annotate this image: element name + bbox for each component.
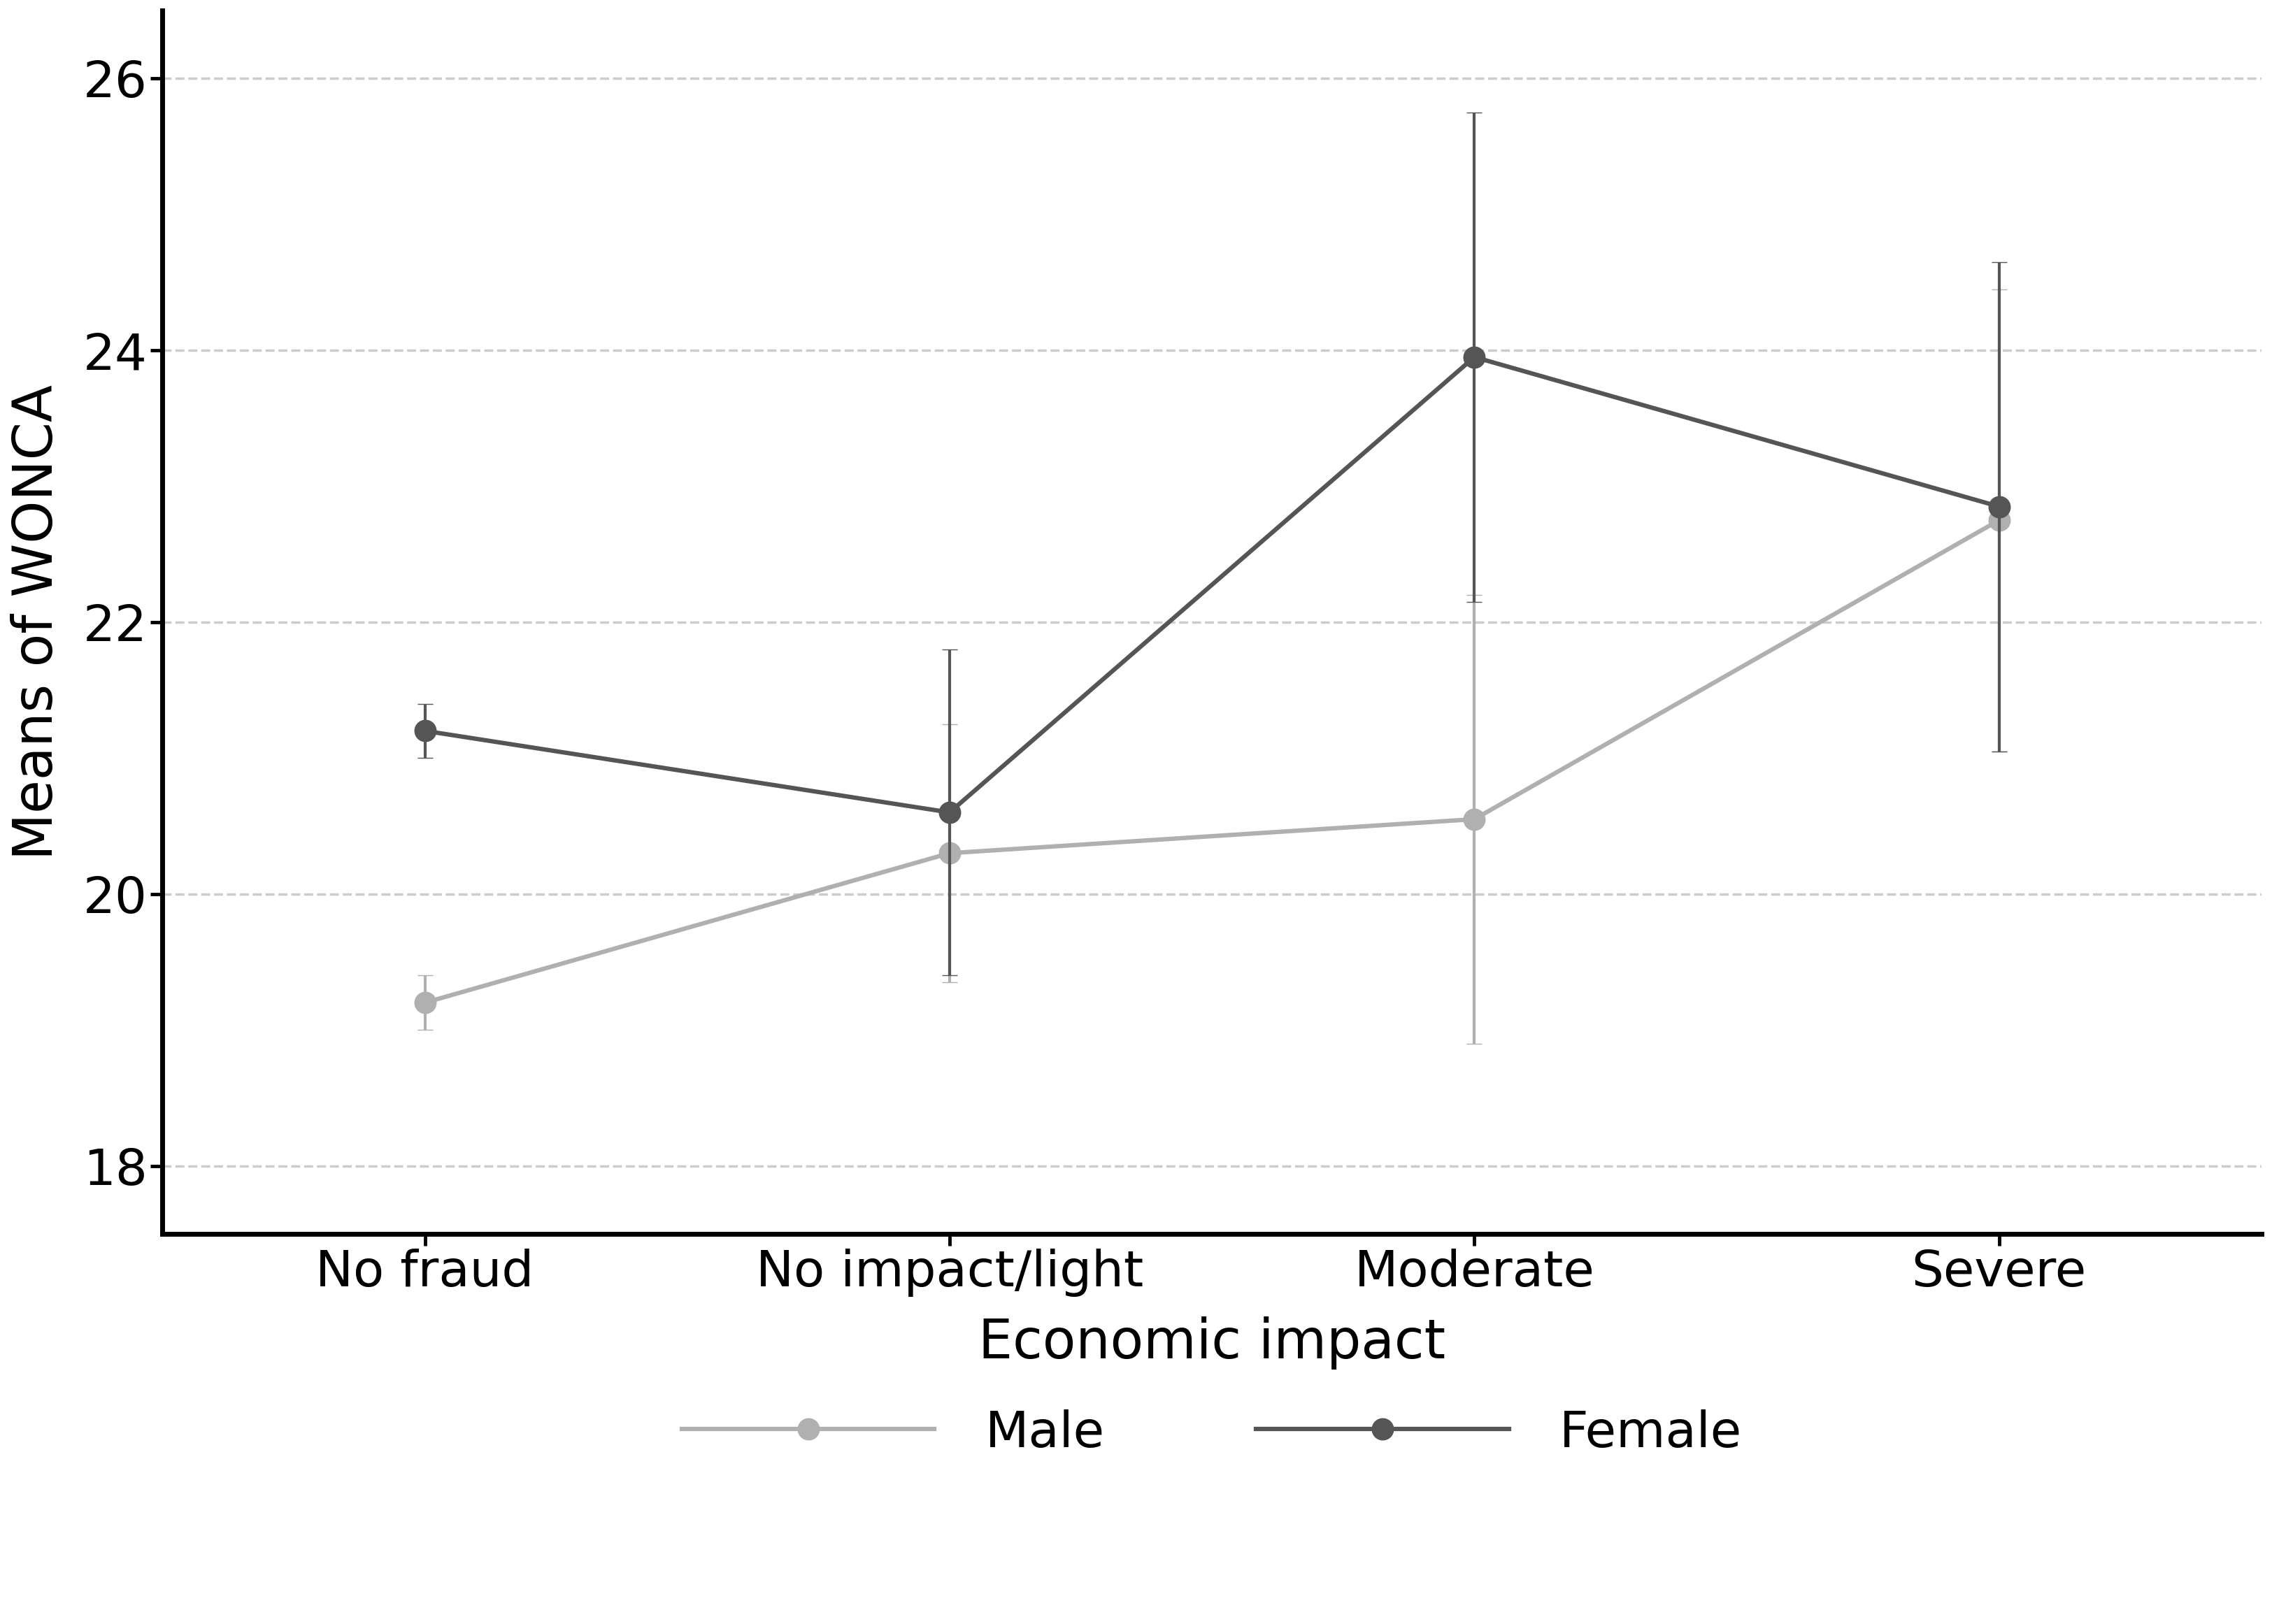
X-axis label: Economic impact: Economic impact	[979, 1317, 1445, 1369]
Y-axis label: Means of WONCA: Means of WONCA	[11, 385, 64, 859]
Legend: Male, Female: Male, Female	[661, 1389, 1763, 1478]
